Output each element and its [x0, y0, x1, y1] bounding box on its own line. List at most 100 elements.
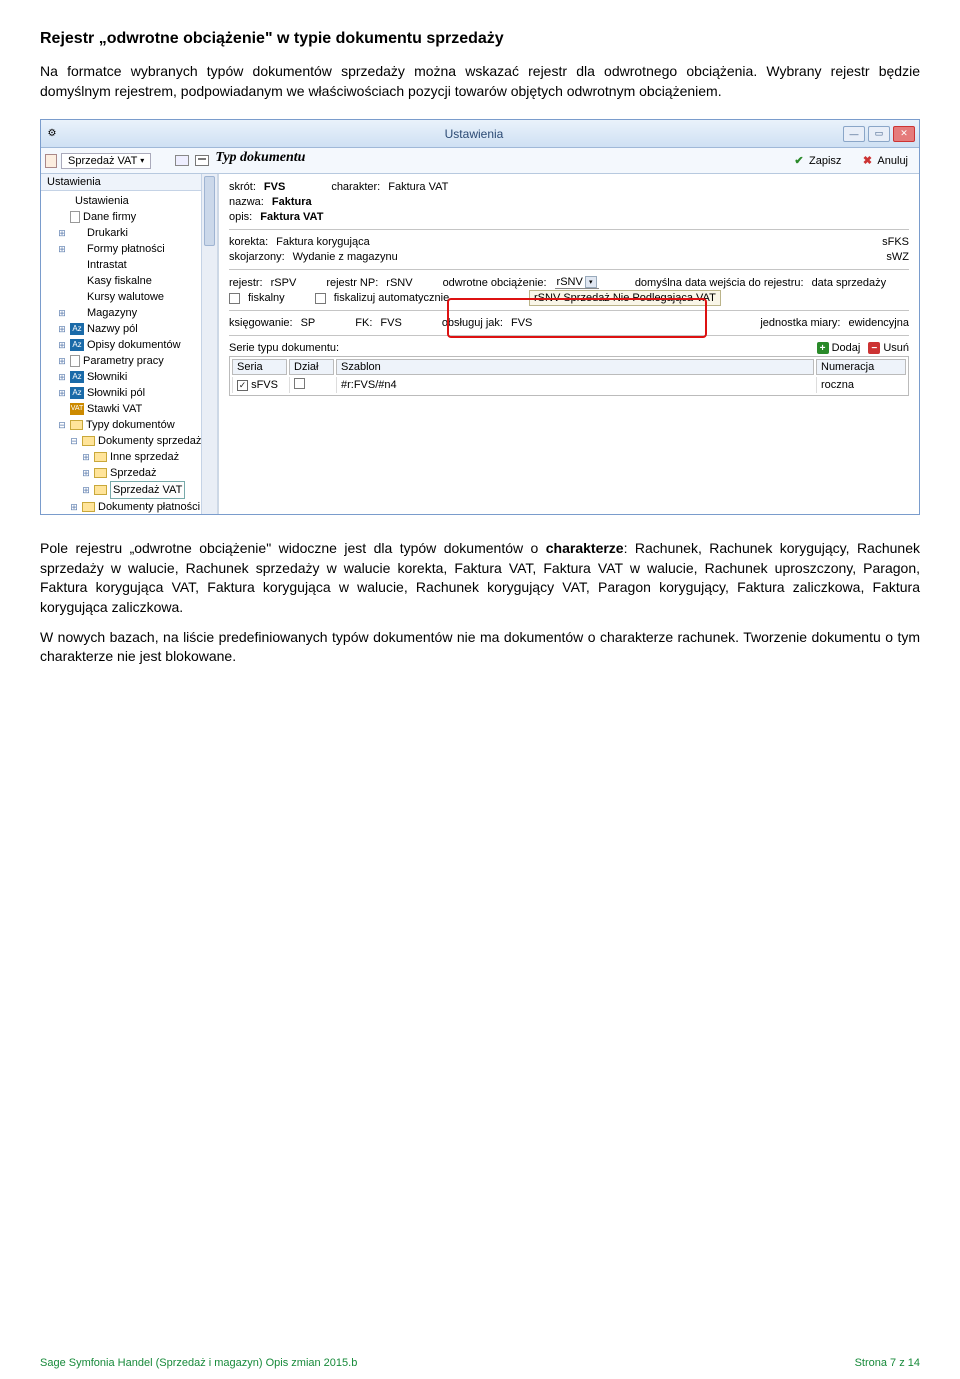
ksiegowanie-value[interactable]: SP [301, 317, 316, 329]
fiskalizuj-label: fiskalizuj automatycznie [334, 292, 450, 304]
doc-icon [70, 355, 80, 367]
nazwa-value[interactable]: Faktura [272, 196, 312, 208]
highlight-box [447, 298, 707, 338]
folder-icon [94, 468, 107, 478]
skrot-value[interactable]: FVS [264, 181, 285, 193]
tree-item[interactable]: ⊞Dokumenty płatności [43, 499, 215, 514]
rejestr-value[interactable]: rSPV [271, 277, 297, 289]
korekta-code: sFKS [882, 236, 909, 248]
vat-icon: VAT [70, 403, 84, 415]
folder-icon [94, 452, 107, 462]
fk-value[interactable]: FVS [380, 317, 401, 329]
save-button[interactable]: ✔Zapisz [786, 153, 848, 169]
fk-label: FK: [355, 317, 372, 329]
page-icon [45, 154, 57, 168]
tree-item[interactable]: VATStawki VAT [43, 401, 215, 417]
sheet-icon [195, 155, 209, 166]
card-icon [175, 155, 189, 166]
maximize-button[interactable]: ▭ [868, 126, 890, 142]
window-title: Ustawienia [105, 127, 843, 141]
th-numeracja[interactable]: Numeracja [816, 359, 906, 375]
tree-item[interactable]: ⊞Sprzedaż VAT [43, 481, 215, 499]
jm-value[interactable]: ewidencyjna [848, 317, 909, 329]
az-icon: Az [70, 387, 84, 399]
ksiegowanie-label: księgowanie: [229, 317, 293, 329]
th-dzial[interactable]: Dział [289, 359, 334, 375]
tree-item[interactable]: ⊟Dokumenty sprzedaży [43, 433, 215, 449]
opis-value[interactable]: Faktura VAT [260, 211, 323, 223]
app-icon: ⚙ [45, 127, 59, 141]
document-type-form: skrót: FVS charakter: Faktura VAT nazwa:… [219, 174, 919, 514]
page-heading: Rejestr „odwrotne obciążenie" w typie do… [40, 30, 920, 48]
rejestrnp-value[interactable]: rSNV [386, 277, 412, 289]
tab-selector[interactable]: Sprzedaż VAT▾ [45, 153, 151, 169]
folder-icon [82, 436, 95, 446]
body-paragraph-3: W nowych bazach, na liście predefiniowan… [40, 628, 920, 667]
tree-item[interactable]: ⊞Formy płatności [43, 241, 215, 257]
table-row[interactable]: ✓ sFVS #r:FVS/#n4 roczna [232, 377, 906, 393]
tree-item[interactable]: Intrastat [43, 257, 215, 273]
series-table: Seria Dział Szablon Numeracja ✓ sFVS #r:… [229, 356, 909, 396]
folder-icon [94, 485, 107, 495]
skojarzony-code: sWZ [886, 251, 909, 263]
row-checkbox[interactable]: ✓ [237, 380, 248, 391]
sidebar: Ustawienia UstawieniaDane firmy⊞Drukarki… [41, 174, 219, 514]
serie-label: Serie typu dokumentu: [229, 342, 339, 354]
tree-item[interactable]: ⊞AzSłowniki pól [43, 385, 215, 401]
tree-item[interactable]: ⊞Parametry pracy [43, 353, 215, 369]
footer-left: Sage Symfonia Handel (Sprzedaż i magazyn… [40, 1357, 357, 1369]
folder-icon [82, 502, 95, 512]
sidebar-scrollbar[interactable] [201, 174, 217, 514]
rejestr-label: rejestr: [229, 277, 263, 289]
cancel-button[interactable]: ✖Anuluj [854, 153, 915, 169]
tree-item[interactable]: ⊞AzNazwy pól [43, 321, 215, 337]
rejestrnp-label: rejestr NP: [326, 277, 378, 289]
odwrotne-label: odwrotne obciążenie: [443, 277, 547, 289]
tree-item[interactable]: Ustawienia [43, 193, 215, 209]
tree-item[interactable]: ⊟Typy dokumentów [43, 417, 215, 433]
close-button[interactable]: ✕ [893, 126, 915, 142]
korekta-label: korekta: [229, 236, 268, 248]
skojarzony-label: skojarzony: [229, 251, 285, 263]
page-footer: Sage Symfonia Handel (Sprzedaż i magazyn… [40, 1357, 920, 1369]
tree-item[interactable]: ⊞Inne sprzedaż [43, 449, 215, 465]
tree-item[interactable]: ⊞Magazyny [43, 305, 215, 321]
az-icon: Az [70, 323, 84, 335]
remove-button[interactable]: −Usuń [868, 342, 909, 354]
list-icon [70, 291, 84, 303]
tree-item[interactable]: Kasy fiskalne [43, 273, 215, 289]
th-szablon[interactable]: Szablon [336, 359, 814, 375]
jm-label: jednostka miary: [760, 317, 840, 329]
tree-item[interactable]: Kursy walutowe [43, 289, 215, 305]
add-button[interactable]: +Dodaj [817, 342, 861, 354]
printer-icon [70, 227, 84, 239]
fiskalny-checkbox[interactable] [229, 293, 240, 304]
sidebar-header: Ustawienia [41, 174, 217, 191]
fiskalizuj-checkbox[interactable] [315, 293, 326, 304]
settings-tree[interactable]: UstawieniaDane firmy⊞Drukarki⊞Formy płat… [41, 191, 217, 514]
list-icon [70, 243, 84, 255]
az-icon: Az [70, 371, 84, 383]
body-paragraph-2: Pole rejestru „odwrotne obciążenie" wido… [40, 539, 920, 617]
dzial-checkbox[interactable] [294, 378, 305, 389]
section-title: Typ dokumentu [215, 150, 305, 166]
domyslna-label: domyślna data wejścia do rejestru: [635, 277, 804, 289]
odwrotne-dropdown[interactable]: rSNV▾ [555, 276, 599, 289]
korekta-value[interactable]: Faktura korygująca [276, 236, 370, 248]
intro-paragraph: Na formatce wybranych typów dokumentów s… [40, 62, 920, 101]
fiskalny-label: fiskalny [248, 292, 285, 304]
tree-item[interactable]: ⊞AzSłowniki [43, 369, 215, 385]
toolbar: Sprzedaż VAT▾ Typ dokumentu ✔Zapisz ✖Anu… [41, 148, 919, 174]
tree-item[interactable]: ⊞Drukarki [43, 225, 215, 241]
tree-item[interactable]: ⊞AzOpisy dokumentów [43, 337, 215, 353]
skrot-label: skrót: [229, 181, 256, 193]
th-seria[interactable]: Seria [232, 359, 287, 375]
book-icon [70, 259, 84, 271]
skojarzony-value[interactable]: Wydanie z magazynu [293, 251, 398, 263]
minimize-button[interactable]: — [843, 126, 865, 142]
wrench-icon [58, 195, 72, 207]
domyslna-value[interactable]: data sprzedaży [812, 277, 887, 289]
tree-item[interactable]: ⊞Sprzedaż [43, 465, 215, 481]
charakter-value: Faktura VAT [388, 181, 448, 193]
tree-item[interactable]: Dane firmy [43, 209, 215, 225]
